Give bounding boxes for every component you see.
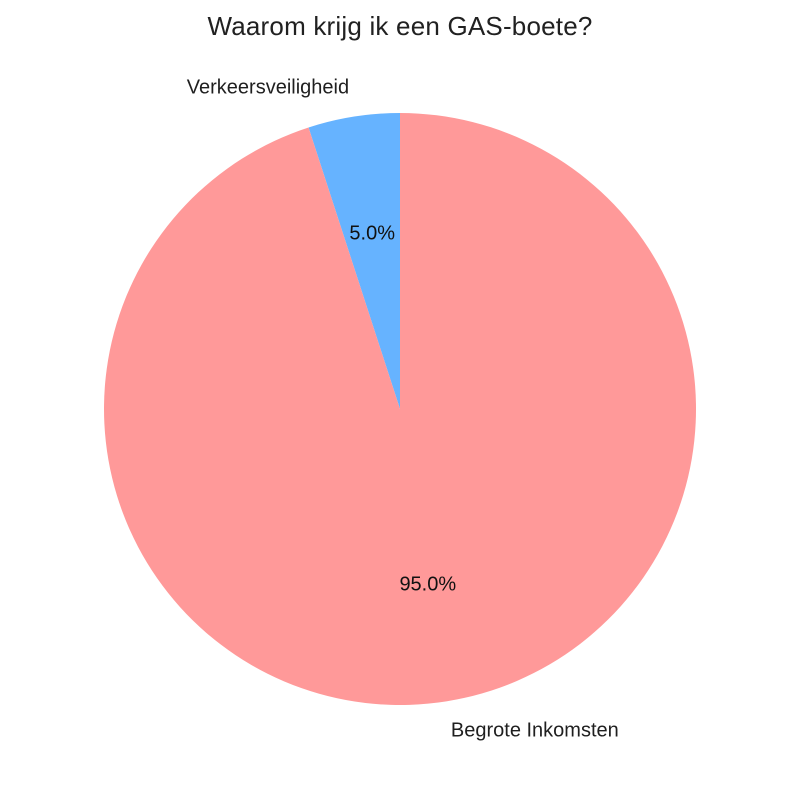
pie-slice-verkeersveiligheid [308, 113, 400, 409]
pie-pct-label-verkeersveiligheid: 5.0% [349, 223, 395, 245]
pie-pct-label-begrote-inkomsten: 95.0% [399, 573, 456, 595]
pie-label-begrote-inkomsten: Begrote Inkomsten [451, 720, 619, 742]
pie-label-verkeersveiligheid: Verkeersveiligheid [187, 76, 349, 98]
pie-slice-begrote-inkomsten [104, 112, 697, 705]
chart-title: Waarom krijg ik een GAS-boete? [207, 11, 593, 41]
